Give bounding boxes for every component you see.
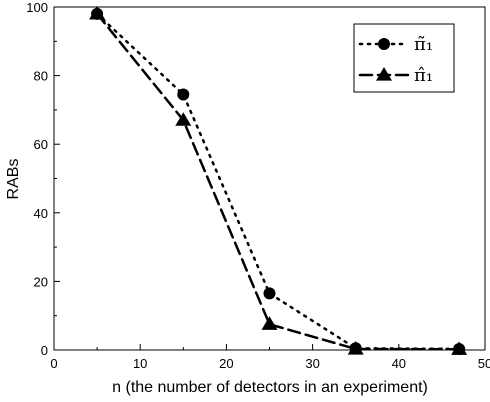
- x-tick-label: 0: [50, 356, 57, 371]
- y-axis-title: RABs: [5, 159, 22, 200]
- y-tick-label: 40: [34, 206, 48, 221]
- x-tick-label: 20: [219, 356, 233, 371]
- x-tick-label: 50: [478, 356, 490, 371]
- y-tick-label: 100: [26, 0, 48, 15]
- legend: π̃₁ π̂₁: [353, 23, 455, 93]
- triangle-data-point: [89, 5, 106, 20]
- triangle-data-point: [261, 316, 278, 330]
- triangle-data-point: [175, 112, 192, 126]
- legend-label-2: π̂₁: [414, 65, 433, 86]
- axes-layer: 0 10 20 30 40 50 0 20 40 60 80 100: [26, 0, 490, 371]
- y-tick-label: 0: [41, 343, 48, 358]
- series-line-2: [95, 12, 461, 351]
- triangle-data-point: [451, 341, 468, 355]
- legend-label-1: π̃₁: [414, 34, 433, 55]
- x-axis-title: n (the number of detectors in an experim…: [112, 379, 428, 396]
- x-tick-label: 30: [305, 356, 319, 371]
- y-tick-label: 60: [34, 137, 48, 152]
- legend-marker-2: [376, 67, 392, 81]
- circle-data-point: [263, 287, 276, 300]
- legend-marker-1: [378, 38, 390, 50]
- y-tick-label: 20: [34, 274, 48, 289]
- x-tick-label: 10: [133, 356, 147, 371]
- legend-box: [353, 23, 455, 93]
- y-tick-label: 80: [34, 69, 48, 84]
- circle-data-point: [177, 88, 190, 101]
- x-tick-label: 40: [392, 356, 406, 371]
